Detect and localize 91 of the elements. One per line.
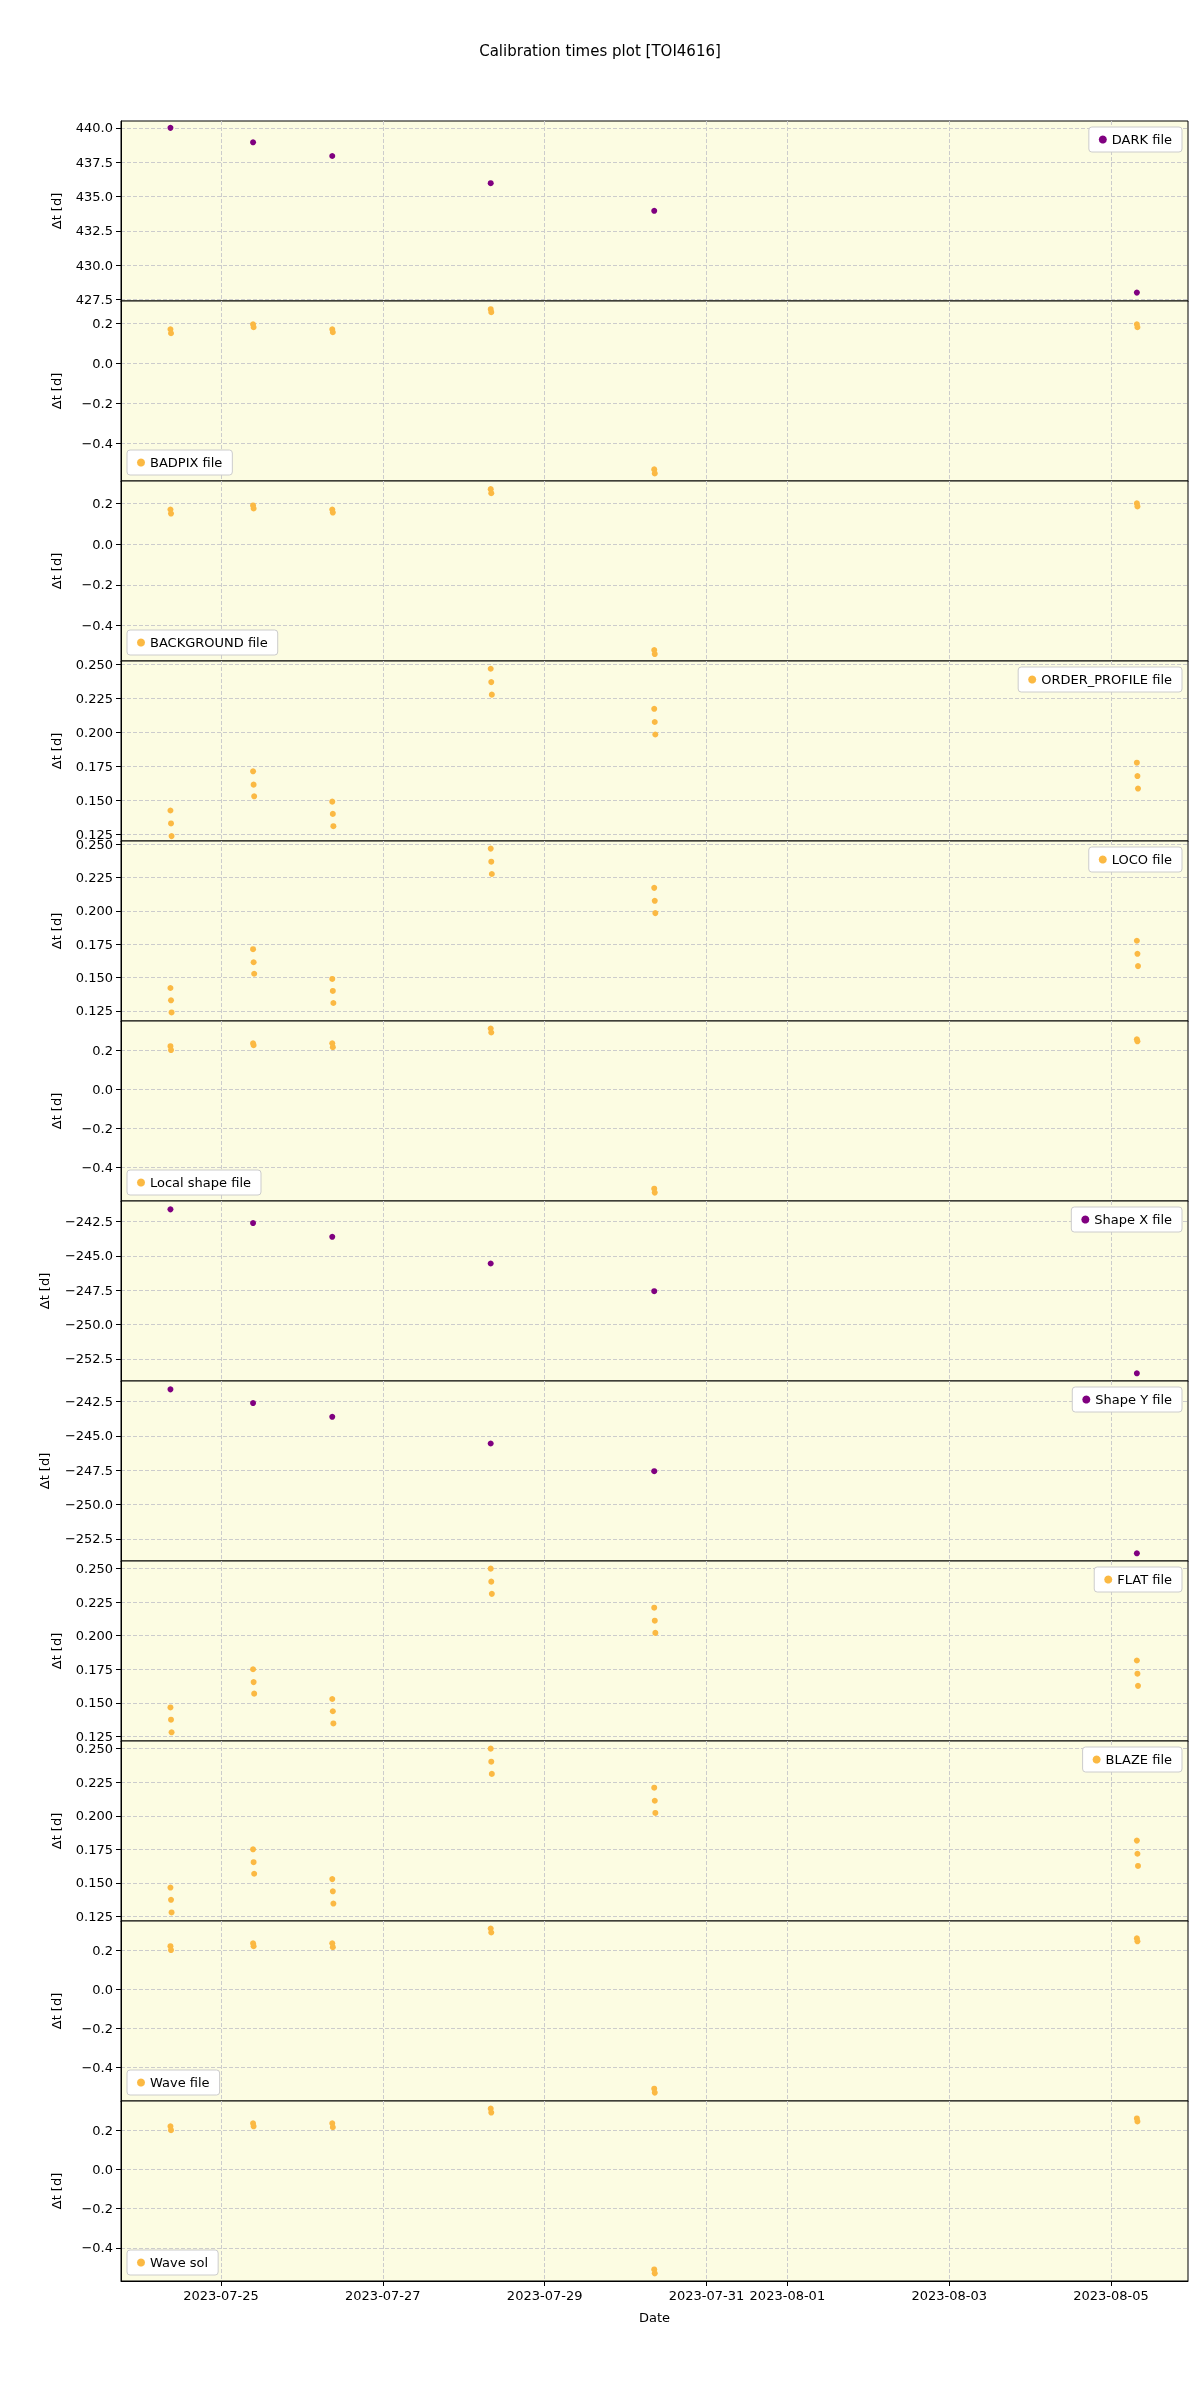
y-tick-label: −252.5 (64, 1351, 113, 1367)
y-tick-label: 0.0 (92, 536, 113, 552)
y-tick-label: 0.150 (75, 1875, 113, 1891)
y-tick-label: −247.5 (64, 1462, 113, 1478)
y-tick-label: −0.4 (81, 618, 113, 634)
x-axis-title: Date (638, 2310, 671, 2325)
legend-label: FLAT file (1117, 1572, 1173, 1587)
y-tick-label: 430.0 (75, 257, 113, 273)
y-tick-label: 0.2 (92, 2122, 113, 2138)
y-tick-label: −0.4 (81, 1159, 113, 1175)
y-tick-label: 0.0 (92, 2161, 113, 2177)
y-tick-label: 0.2 (92, 1042, 113, 1058)
y-tick-label: 0.200 (75, 1808, 113, 1824)
y-tick-label: −0.2 (81, 577, 113, 593)
y-tick-label: −0.4 (81, 2059, 113, 2075)
y-tick-label: 0.2 (92, 495, 113, 511)
x-tick-label: 2023-07-29 (506, 2288, 583, 2303)
y-tick-label: 437.5 (75, 154, 113, 170)
y-axis-title: Δt [d] (37, 1272, 52, 1310)
y-tick-label: 0.0 (92, 355, 113, 371)
y-tick-label: −242.5 (64, 1214, 113, 1230)
y-tick-label: 0.2 (92, 315, 113, 331)
y-tick-label: 0.200 (75, 903, 113, 919)
y-axis-title: Δt [d] (37, 1452, 52, 1490)
y-tick-label: −0.4 (81, 435, 113, 451)
y-tick-label: −0.2 (81, 2201, 113, 2217)
y-tick-label: −0.2 (81, 1120, 113, 1136)
y-tick-label: 0.125 (75, 1908, 113, 1924)
legend-label: Wave file (150, 2075, 210, 2090)
y-tick-label: −252.5 (64, 1531, 113, 1547)
y-axis-title: Δt [d] (49, 1092, 64, 1130)
y-tick-label: 0.225 (75, 1774, 113, 1790)
y-axis-title: Δt [d] (49, 912, 64, 950)
y-tick-label: 0.175 (75, 1661, 113, 1677)
y-tick-label: −247.5 (64, 1282, 113, 1298)
y-tick-label: 0.250 (75, 1741, 113, 1757)
y-tick-label: −245.0 (64, 1248, 113, 1264)
y-tick-label: 0.125 (75, 1003, 113, 1019)
legend-label: Shape X file (1094, 1212, 1173, 1227)
x-tick-label: 2023-08-05 (1073, 2288, 1149, 2303)
y-tick-label: 0.150 (75, 792, 113, 808)
y-tick-label: −0.4 (81, 2240, 113, 2256)
legend-label: LOCO file (1111, 852, 1173, 867)
y-axis-title: Δt [d] (49, 1992, 64, 2030)
y-axis-title: Δt [d] (49, 732, 64, 770)
y-tick-label: 0.175 (75, 936, 113, 952)
y-tick-label: 0.2 (92, 1942, 113, 1958)
y-tick-label: 0.150 (75, 1695, 113, 1711)
chart-title: Calibration times plot [TOI4616] (479, 41, 721, 60)
y-axis-title: Δt [d] (49, 1632, 64, 1670)
y-tick-label: 427.5 (75, 291, 113, 307)
y-tick-label: 0.250 (75, 1561, 113, 1577)
y-axis-title: Δt [d] (49, 552, 64, 590)
x-tick-label: 2023-08-01 (749, 2288, 826, 2303)
legend-label: DARK file (1111, 132, 1173, 147)
y-tick-label: 0.250 (75, 656, 113, 672)
y-tick-label: 432.5 (75, 223, 113, 239)
legend-label: Shape Y file (1095, 1392, 1173, 1407)
legend-label: ORDER_PROFILE file (1041, 672, 1172, 687)
y-axis-title: Δt [d] (49, 1812, 64, 1850)
y-tick-label: 0.175 (75, 758, 113, 774)
y-tick-label: −242.5 (64, 1394, 113, 1410)
y-tick-label: −0.2 (81, 2020, 113, 2036)
y-tick-label: 435.0 (75, 189, 113, 205)
x-tick-label: 2023-07-31 (668, 2288, 745, 2303)
x-tick-label: 2023-07-27 (345, 2288, 421, 2303)
x-tick-label: 2023-08-03 (911, 2288, 987, 2303)
legend-label: BLAZE file (1105, 1752, 1172, 1767)
y-tick-label: 0.225 (75, 869, 113, 885)
y-tick-label: 0.150 (75, 970, 113, 986)
y-tick-label: −245.0 (64, 1428, 113, 1444)
y-tick-label: 0.125 (75, 1728, 113, 1744)
x-tick-label: 2023-07-25 (183, 2288, 259, 2303)
legend-label: Local shape file (150, 1175, 251, 1190)
y-tick-label: 0.0 (92, 1081, 113, 1097)
y-tick-label: 440.0 (75, 120, 113, 136)
y-tick-label: 0.200 (75, 1628, 113, 1644)
y-tick-label: 0.0 (92, 1981, 113, 1997)
y-tick-label: −250.0 (64, 1497, 113, 1513)
y-axis-title: Δt [d] (49, 372, 64, 410)
legend-label: BACKGROUND file (150, 635, 268, 650)
y-tick-label: 0.225 (75, 690, 113, 706)
y-axis-title: Δt [d] (49, 192, 64, 230)
legend-label: Wave sol (150, 2255, 209, 2270)
legend-label: BADPIX file (150, 455, 223, 470)
y-tick-label: 0.200 (75, 724, 113, 740)
y-tick-label: −0.2 (81, 395, 113, 411)
y-tick-label: 0.175 (75, 1841, 113, 1857)
y-tick-label: 0.225 (75, 1594, 113, 1610)
y-tick-label: −250.0 (64, 1317, 113, 1333)
y-axis-title: Δt [d] (49, 2172, 64, 2210)
